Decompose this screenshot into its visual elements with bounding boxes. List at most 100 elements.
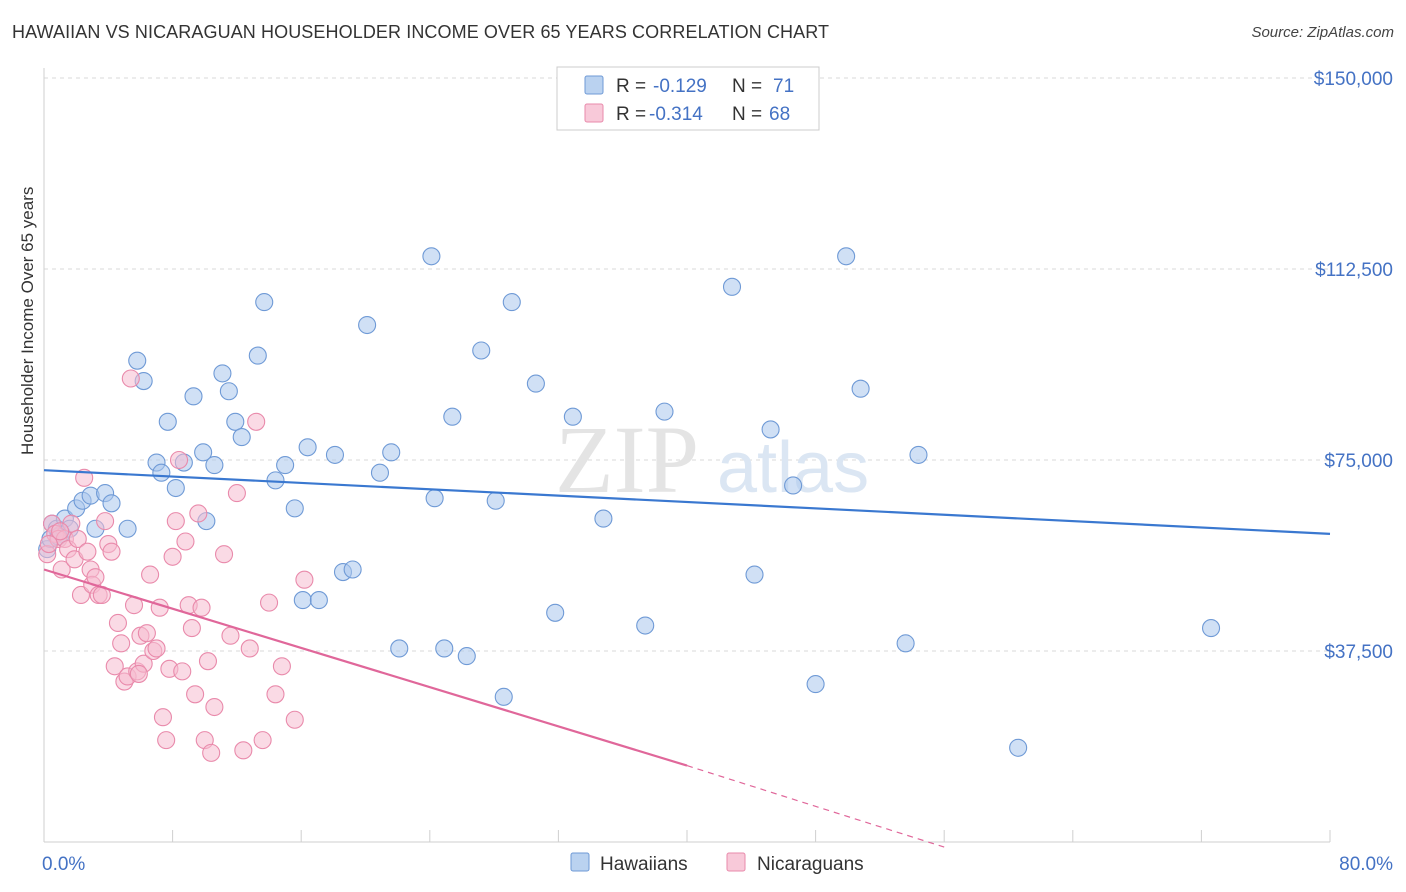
bottom-legend: Hawaiians Nicaraguans: [570, 852, 864, 875]
y-tick-label-2: $112,500: [1315, 260, 1393, 281]
hawaiian-point-68: [1201, 619, 1221, 638]
legend-n-value-nicaraguans: 68: [769, 104, 790, 125]
nicaraguan-point-65: [129, 664, 148, 683]
hawaiian-point-63: [837, 247, 856, 266]
legend: R = -0.129 N = 71 R = -0.314 N = 68: [556, 66, 820, 131]
nicaraguan-point-18: [96, 512, 115, 531]
hawaiian-point-44: [425, 489, 444, 508]
nicaraguan-point-43: [176, 532, 195, 551]
hawaiian-point-27: [232, 428, 251, 447]
hawaiian-point-57: [655, 402, 674, 421]
nicaraguan-point-41: [169, 450, 189, 470]
nicaraguan-point-32: [141, 565, 160, 584]
legend-n-value-hawaiians: 71: [773, 76, 794, 97]
bottom-legend-swatch-nicaraguans: [726, 852, 746, 872]
nicaraguan-point-36: [153, 708, 173, 727]
nicaraguan-point-22: [108, 613, 127, 633]
trend-layer: [43, 469, 1331, 848]
nicaraguan-point-47: [189, 504, 208, 523]
nicaraguan-point-21: [105, 657, 124, 676]
hawaiian-point-65: [896, 634, 915, 653]
nicaraguan-point-39: [163, 547, 182, 566]
hawaiian-point-59: [745, 565, 764, 584]
legend-n-label-nicaraguans: N =: [732, 104, 762, 125]
nicaraguan-point-31: [137, 624, 156, 643]
y-tick-label-3: $150,000: [1314, 69, 1393, 90]
hawaiian-point-16: [152, 463, 171, 482]
source-label: Source: ZipAtlas.com: [1251, 24, 1394, 41]
legend-r-label-nicaraguans: R =: [616, 104, 646, 125]
nicaraguan-point-64: [295, 570, 314, 589]
hawaiian-point-67: [1009, 738, 1028, 757]
nicaraguan-point-11: [75, 468, 94, 487]
hawaiian-point-40: [370, 463, 390, 482]
hawaiian-point-32: [285, 499, 304, 518]
hawaiian-point-62: [806, 675, 825, 694]
chart-title: HAWAIIAN VS NICARAGUAN HOUSEHOLDER INCOM…: [12, 22, 830, 42]
hawaiian-point-43: [422, 247, 441, 266]
nicaraguan-point-48: [192, 598, 211, 617]
hawaiian-point-61: [784, 476, 803, 495]
hawaiian-point-12: [118, 519, 137, 538]
watermark-zip: ZIP: [555, 406, 699, 513]
hawaiian-point-46: [443, 407, 462, 426]
hawaiian-point-23: [205, 456, 224, 475]
hawaiian-trend-line: [43, 469, 1331, 535]
hawaiian-point-41: [382, 443, 401, 462]
hawaiian-point-56: [636, 616, 655, 635]
hawaiian-point-39: [358, 315, 377, 335]
hawaiian-point-42: [390, 639, 409, 658]
hawaiian-point-50: [494, 687, 513, 706]
y-tick-label-1: $75,000: [1324, 451, 1393, 472]
hawaiian-point-49: [486, 491, 505, 510]
hawaiian-point-25: [219, 382, 238, 401]
legend-swatch-hawaiians: [584, 75, 604, 95]
hawaiian-point-47: [457, 647, 476, 666]
hawaiian-point-17: [158, 412, 177, 431]
nicaraguan-point-10: [71, 585, 91, 605]
hawaiian-point-36: [325, 445, 345, 464]
nicaraguan-point-46: [186, 685, 205, 704]
nicaraguan-point-66: [51, 522, 70, 541]
nicaraguan-point-55: [227, 484, 246, 503]
nicaraguan-point-58: [247, 412, 266, 431]
tick-labels: $37,500 $75,000 $112,500 $150,000 0.0% 80.0%: [42, 69, 1393, 875]
watermark-atlas: atlas: [717, 428, 869, 508]
hawaiian-point-35: [309, 591, 328, 610]
hawaiian-point-48: [472, 341, 491, 360]
legend-r-value-hawaiians: -0.129: [653, 76, 707, 97]
points-layer: [38, 247, 1221, 762]
legend-n-label-hawaiians: N =: [732, 76, 762, 97]
nicaraguan-point-45: [182, 619, 201, 638]
nicaraguan-point-34: [147, 639, 166, 658]
nicaraguan-point-56: [234, 741, 253, 760]
bottom-legend-nicaraguans: Nicaraguans: [757, 854, 864, 875]
nicaraguan-point-9: [68, 529, 87, 548]
hawaiian-point-21: [194, 443, 213, 462]
nicaraguan-point-12: [78, 542, 97, 561]
hawaiian-point-11: [102, 494, 121, 513]
axis-layer: [43, 68, 1331, 843]
hawaiian-point-28: [248, 346, 267, 365]
hawaiian-point-51: [502, 293, 521, 312]
nicaraguan-point-60: [259, 593, 279, 612]
nicaraguan-point-54: [221, 626, 240, 645]
legend-r-value-nicaraguans: -0.314: [649, 104, 703, 125]
watermark: ZIP atlas: [555, 406, 869, 513]
hawaiian-point-26: [226, 412, 245, 431]
legend-r-label-hawaiians: R =: [616, 76, 646, 97]
nicaraguan-trend-line-extension: [686, 765, 945, 848]
nicaraguan-point-63: [285, 710, 304, 729]
nicaraguan-point-40: [166, 512, 185, 531]
bottom-legend-swatch-hawaiians: [570, 852, 590, 872]
hawaiian-point-24: [213, 364, 232, 383]
grid-layer: [44, 77, 1330, 652]
hawaiian-point-55: [594, 509, 613, 528]
hawaiian-point-58: [722, 277, 742, 296]
nicaraguan-point-62: [272, 657, 291, 676]
nicaraguan-point-37: [157, 731, 176, 750]
hawaiian-point-64: [851, 379, 870, 398]
nicaraguan-point-59: [253, 731, 272, 750]
hawaiian-point-34: [298, 438, 317, 457]
